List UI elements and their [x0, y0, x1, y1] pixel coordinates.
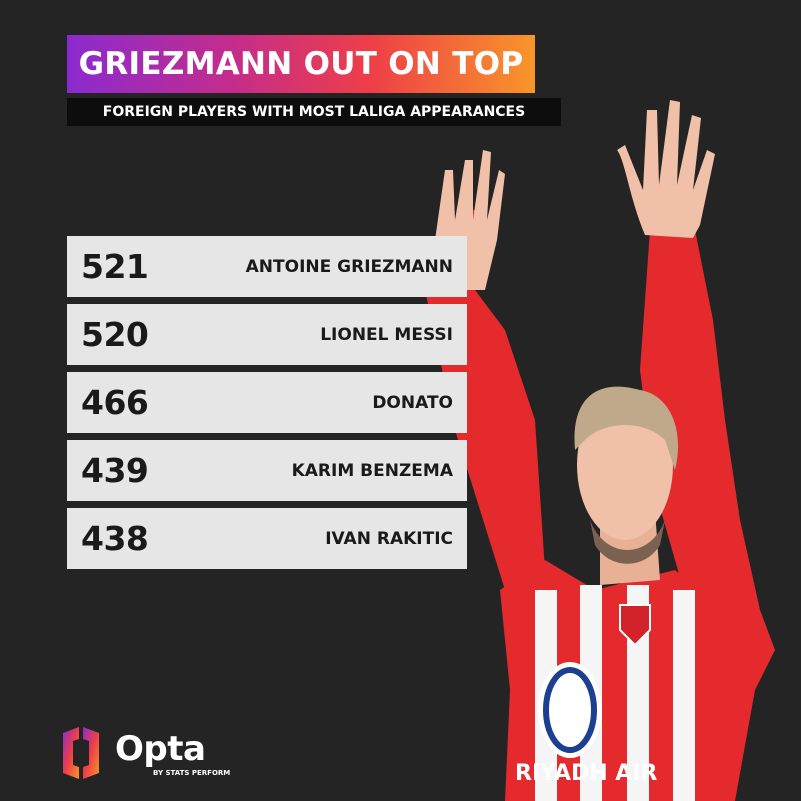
player-name: DONATO: [372, 392, 453, 413]
appearances-ranking-list: 521 ANTOINE GRIEZMANN 520 LIONEL MESSI 4…: [67, 236, 467, 576]
headline-subtitle: FOREIGN PLAYERS WITH MOST LALIGA APPEARA…: [102, 104, 526, 120]
appearance-count: 438: [81, 519, 149, 558]
ranking-row: 439 KARIM BENZEMA: [67, 440, 467, 501]
appearance-count: 521: [81, 247, 149, 286]
opta-logo-icon: [63, 727, 99, 779]
player-name: IVAN RAKITIC: [325, 528, 453, 549]
player-name: KARIM BENZEMA: [291, 460, 453, 481]
appearance-count: 520: [81, 315, 149, 354]
appearance-count: 466: [81, 383, 149, 422]
player-name: ANTOINE GRIEZMANN: [245, 256, 453, 277]
appearance-count: 439: [81, 451, 149, 490]
headline-banner: GRIEZMANN OUT ON TOP: [67, 35, 535, 93]
opta-tagline: BY STATS PERFORM: [153, 769, 231, 777]
ranking-row: 438 IVAN RAKITIC: [67, 508, 467, 569]
ranking-row: 466 DONATO: [67, 372, 467, 433]
ranking-row: 520 LIONEL MESSI: [67, 304, 467, 365]
opta-logo: Opta BY STATS PERFORM: [59, 725, 239, 781]
player-photo: RIYADH AIR: [420, 100, 775, 801]
ranking-row: 521 ANTOINE GRIEZMANN: [67, 236, 467, 297]
subtitle-banner: FOREIGN PLAYERS WITH MOST LALIGA APPEARA…: [67, 98, 561, 126]
player-name: LIONEL MESSI: [320, 324, 453, 345]
opta-wordmark: Opta: [115, 729, 206, 769]
jersey-sponsor-text: RIYADH AIR: [515, 761, 658, 786]
headline-title: GRIEZMANN OUT ON TOP: [78, 46, 524, 82]
